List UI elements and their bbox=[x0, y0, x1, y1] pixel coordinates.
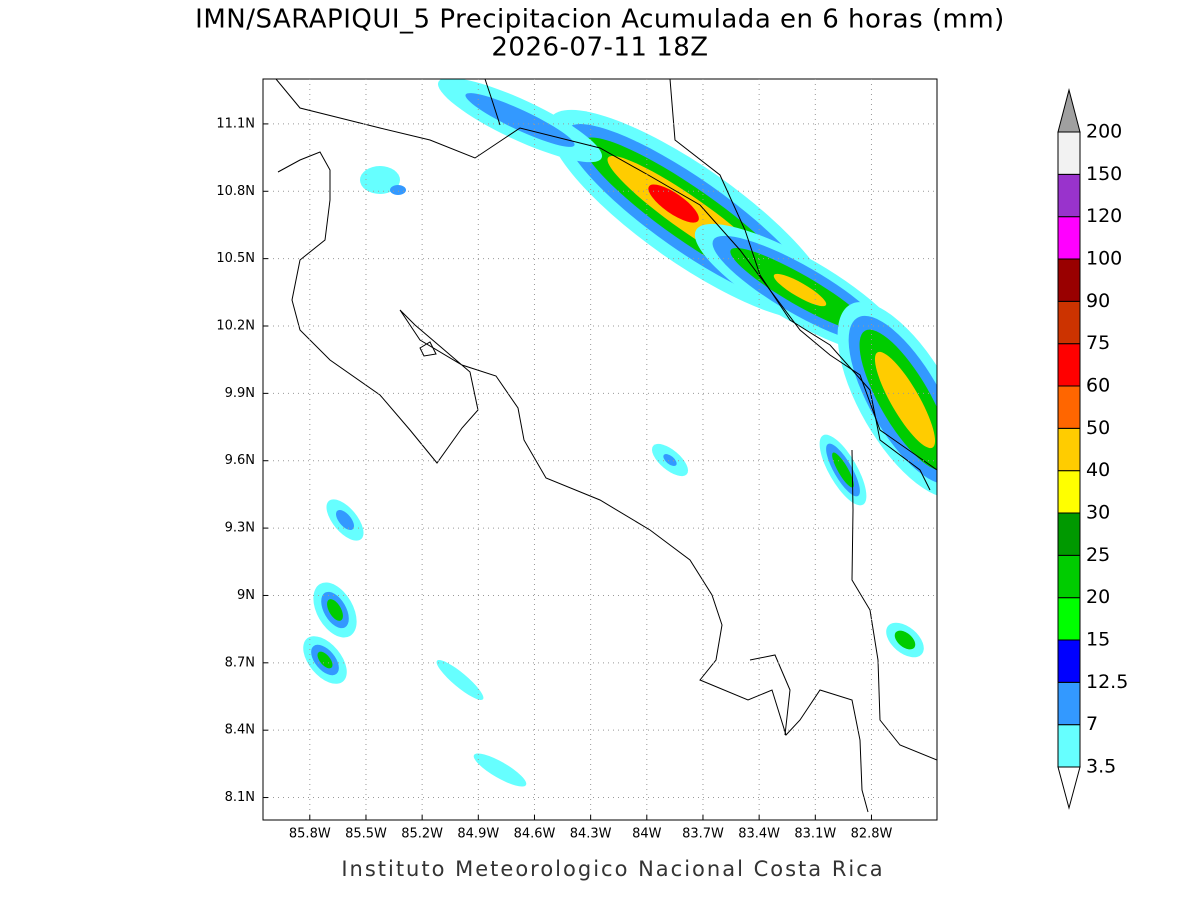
colorbar-label: 90 bbox=[1086, 290, 1110, 312]
y-tick-label: 8.7N bbox=[225, 655, 255, 670]
colorbar-label: 50 bbox=[1086, 417, 1110, 439]
colorbar-box bbox=[1057, 258, 1081, 302]
colorbar-box bbox=[1057, 724, 1081, 768]
colorbar-box bbox=[1057, 343, 1081, 387]
x-tick-label: 85.2W bbox=[401, 827, 443, 842]
colorbar-box bbox=[1057, 681, 1081, 726]
x-tick-label: 83.1W bbox=[794, 827, 836, 842]
coastlines bbox=[275, 79, 937, 813]
y-tick-label: 10.8N bbox=[216, 184, 255, 199]
colorbar-label: 120 bbox=[1086, 205, 1122, 227]
y-tick-label: 9N bbox=[237, 588, 255, 603]
colorbar-box bbox=[1057, 470, 1081, 514]
colorbar-label: 3.5 bbox=[1086, 756, 1116, 778]
colorbar-label: 150 bbox=[1086, 163, 1122, 185]
colorbar-label: 30 bbox=[1086, 502, 1110, 524]
y-tick-label: 8.1N bbox=[225, 790, 255, 805]
y-tick-label: 10.5N bbox=[216, 251, 255, 266]
y-tick-label: 9.3N bbox=[225, 521, 255, 536]
x-tick-label: 85.5W bbox=[345, 827, 387, 842]
chart-title: IMN/SARAPIQUI_5 Precipitacion Acumulada … bbox=[195, 5, 1005, 35]
chart-subtitle: 2026-07-11 18Z bbox=[491, 33, 708, 63]
colorbar-label: 100 bbox=[1086, 248, 1122, 270]
colorbar-box bbox=[1057, 639, 1081, 683]
colorbar-box bbox=[1057, 597, 1081, 641]
x-tick-label: 83.4W bbox=[738, 827, 780, 842]
colorbar-box bbox=[1057, 131, 1081, 175]
colorbar-label: 7 bbox=[1086, 713, 1098, 735]
colorbar-label: 60 bbox=[1086, 375, 1110, 397]
colorbar-label: 40 bbox=[1086, 459, 1110, 481]
y-tick-label: 8.4N bbox=[225, 723, 255, 738]
colorbar-box bbox=[1057, 512, 1081, 556]
colorbar-under bbox=[1057, 766, 1081, 810]
y-tick-label: 9.6N bbox=[225, 453, 255, 468]
colorbar-label: 200 bbox=[1086, 121, 1122, 143]
colorbar-box bbox=[1057, 385, 1081, 429]
precipitation-field bbox=[303, 79, 937, 787]
colorbar-box bbox=[1057, 427, 1081, 472]
x-tick-label: 82.8W bbox=[851, 827, 893, 842]
x-tick-label: 84.6W bbox=[514, 827, 556, 842]
x-tick-label: 84W bbox=[632, 827, 662, 842]
x-tick-label: 84.9W bbox=[457, 827, 499, 842]
colorbar-label: 12.5 bbox=[1086, 671, 1128, 693]
y-tick-label: 9.9N bbox=[225, 386, 255, 401]
colorbar-box bbox=[1057, 216, 1081, 260]
map-frame bbox=[262, 78, 938, 821]
colorbar-label: 75 bbox=[1086, 332, 1110, 354]
colorbar-box bbox=[1057, 300, 1081, 345]
x-tick-label: 85.8W bbox=[289, 827, 331, 842]
colorbar-box bbox=[1057, 173, 1081, 218]
colorbar-box bbox=[1057, 554, 1081, 599]
y-tick-label: 10.2N bbox=[216, 319, 255, 334]
colorbar-label: 20 bbox=[1086, 586, 1110, 608]
x-tick-label: 83.7W bbox=[682, 827, 724, 842]
y-tick-label: 11.1N bbox=[216, 116, 255, 131]
x-tick-label: 84.3W bbox=[570, 827, 612, 842]
colorbar-label: 15 bbox=[1086, 629, 1110, 651]
colorbar-over bbox=[1057, 88, 1081, 133]
footer: Instituto Meteorologico Nacional Costa R… bbox=[341, 857, 884, 881]
colorbar-label: 25 bbox=[1086, 544, 1110, 566]
